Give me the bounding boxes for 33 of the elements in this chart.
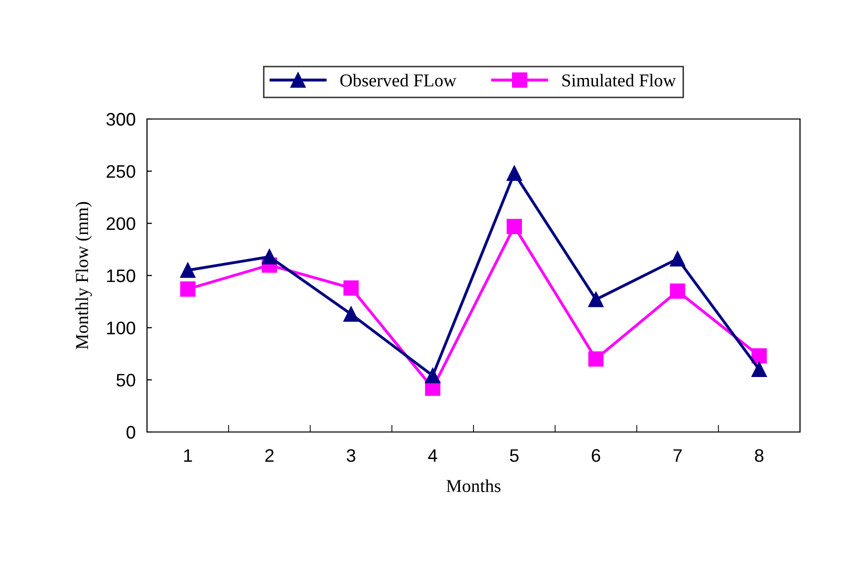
y-tick-label: 0: [126, 426, 136, 439]
x-axis-title: Months: [446, 479, 500, 492]
x-tick-label: 6: [592, 449, 600, 462]
y-tick-label: 300: [106, 112, 136, 126]
y-tick-label: 100: [107, 322, 136, 334]
x-tick-label: 8: [754, 449, 764, 462]
point: [180, 262, 196, 278]
point: [752, 362, 767, 378]
point: [588, 292, 604, 308]
legend-label: Simulated Flow: [562, 74, 676, 87]
x-tick-label: 3: [346, 449, 356, 462]
point: [752, 348, 767, 364]
y-tick-label: 50: [116, 374, 136, 387]
x-tick-label: 4: [428, 449, 438, 462]
point: [588, 351, 604, 367]
y-tick-label: 150: [107, 269, 136, 282]
point: [670, 251, 686, 266]
point: [343, 306, 359, 322]
x-tick-label: 2: [265, 449, 274, 462]
y-tick-label: 200: [106, 217, 136, 230]
point: [180, 281, 196, 297]
point: [262, 249, 278, 264]
point: [506, 166, 522, 181]
legend-label: Observed FLow: [340, 74, 456, 87]
y-axis-title: Monthly Flow (mm): [75, 202, 92, 350]
point: [343, 280, 359, 296]
point: [670, 284, 686, 299]
point: [506, 218, 522, 234]
x-tick-label: 1: [184, 449, 192, 462]
x-tick-label: 5: [510, 449, 519, 462]
point: [425, 368, 440, 384]
y-tick-label: 250: [106, 165, 136, 178]
x-tick-label: 7: [673, 449, 682, 462]
